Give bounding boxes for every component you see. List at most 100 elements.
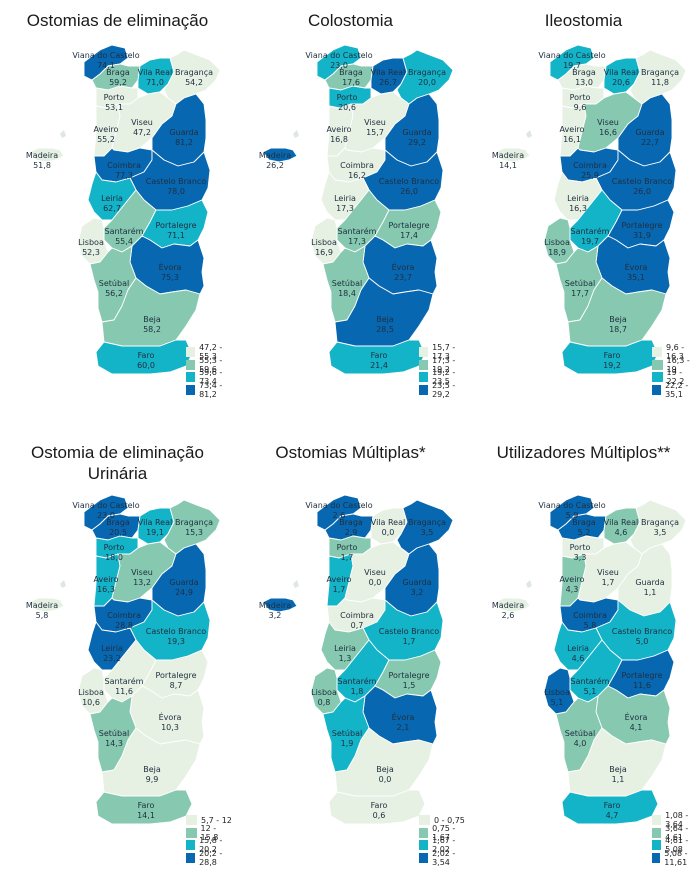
district-madeira[interactable] — [29, 147, 65, 163]
district-name-label: Madeira — [492, 601, 524, 610]
district-name-label: Viseu — [131, 118, 153, 127]
map-panel-ostomias-eliminacao: Ostomias de eliminação Viana do Castelo 74… — [0, 0, 235, 430]
district-madeira[interactable] — [495, 597, 531, 613]
legend-range-label: 20,2 - 28,8 — [199, 848, 223, 867]
district-name-label: Faro — [371, 801, 388, 810]
district-name-label: Vila Real — [371, 518, 405, 527]
district-name-label: Leiria — [334, 194, 356, 203]
district-name-label: Viana do Castelo — [305, 51, 372, 60]
district-name-label: Bragança — [641, 518, 679, 527]
district-value-label: 2,1 — [397, 723, 410, 732]
district-value-label: 17,6 — [342, 78, 360, 87]
district-name-label: Évora — [392, 261, 415, 272]
legend-swatch — [186, 372, 196, 383]
map-title: Ostomia de eliminação Urinária — [0, 442, 235, 484]
district-name-label: Castelo Branco — [612, 627, 673, 636]
district-name-label: Braga — [339, 68, 363, 77]
legend-range-label: 59,6 - 73,4 — [199, 368, 223, 387]
legend-range-label: 9,6 - 16,3 — [666, 343, 685, 362]
legend-range-label: 3,64 - 4,61 — [665, 823, 689, 842]
district-value-label: 1,3 — [339, 654, 352, 663]
district-name-label: Castelo Branco — [612, 177, 673, 186]
district-name-label: Castelo Branco — [146, 177, 207, 186]
district-name-label: Bragança — [408, 68, 446, 77]
district-name-label: Madeira — [259, 601, 291, 610]
district-value-label: 19,1 — [146, 528, 164, 537]
islet-shape — [526, 130, 532, 138]
legend-swatch — [419, 359, 429, 370]
district-name-label: Guarda — [402, 128, 431, 137]
legend-row: 3,64 - 4,61 — [652, 823, 700, 842]
district-value-label: 3,2 — [411, 588, 424, 597]
district-name-label: Aveiro — [327, 125, 352, 134]
district-name-label: Portalegre — [621, 671, 662, 680]
district-madeira[interactable] — [262, 597, 298, 613]
district-value-label: 1,8 — [351, 687, 364, 696]
legend-range-label: 17,3 - 19,2 — [432, 355, 456, 374]
district-value-label: 20,6 — [338, 103, 356, 112]
legend-row: 9,6 - 16,3 — [652, 343, 700, 362]
district-value-label: 16,1 — [563, 135, 581, 144]
district-beja[interactable] — [101, 277, 201, 347]
legend-row: 23,5 - 29,2 — [419, 380, 468, 399]
district-name-label: Coimbra — [107, 611, 141, 620]
legend-range-label: 47,2 - 55,3 — [199, 343, 223, 362]
district-value-label: 31,9 — [633, 231, 651, 240]
district-braganca[interactable] — [396, 499, 454, 555]
map-title-line: Ostomias de eliminação — [26, 11, 209, 30]
district-beja[interactable] — [334, 727, 434, 797]
district-value-label: 20,0 — [418, 78, 436, 87]
legend-swatch — [419, 827, 429, 838]
district-madeira[interactable] — [495, 147, 531, 163]
district-value-label: 1,5 — [403, 681, 416, 690]
district-name-label: Vila Real — [604, 518, 638, 527]
district-name-label: Porto — [337, 543, 358, 552]
district-braganca[interactable] — [163, 499, 221, 555]
district-value-label: 58,2 — [143, 325, 161, 334]
district-madeira[interactable] — [262, 147, 298, 163]
district-name-label: Évora — [159, 711, 182, 722]
legend-swatch — [419, 852, 429, 863]
district-name-label: Viana do Castelo — [538, 501, 605, 510]
district-beja[interactable] — [334, 277, 434, 347]
district-braganca[interactable] — [629, 499, 687, 555]
legend-row: 0 - 0,75 — [419, 814, 468, 827]
map-title: Ileostomia — [466, 10, 700, 31]
legend-swatch — [186, 852, 196, 863]
district-name-label: Vila Real — [138, 68, 172, 77]
legend-range-label: 55,3 - 59,6 — [199, 355, 223, 374]
district-name-label: Aveiro — [560, 125, 585, 134]
district-braganca[interactable] — [629, 49, 687, 105]
district-beja[interactable] — [101, 727, 201, 797]
district-braganca[interactable] — [163, 49, 221, 105]
legend-range-label: 0,75 - 1,67 — [432, 823, 456, 842]
legend-row: 5,7 - 12 — [186, 814, 235, 827]
district-value-label: 55,4 — [115, 237, 133, 246]
district-beja[interactable] — [567, 727, 667, 797]
legend-range-label: 2,02 - 3,54 — [432, 848, 456, 867]
district-value-label: 4,3 — [566, 585, 579, 594]
district-value-label: 22,7 — [641, 138, 659, 147]
legend-swatch — [652, 372, 663, 383]
district-name-label: Setúbal — [565, 729, 595, 738]
district-value-label: 78,0 — [167, 187, 185, 196]
district-value-label: 9,6 — [574, 103, 587, 112]
district-value-label: 1,1 — [612, 775, 625, 784]
map-title-line: Ostomias Múltiplas* — [275, 443, 426, 462]
district-value-label: 15,3 — [185, 528, 203, 537]
district-madeira[interactable] — [29, 597, 65, 613]
legend-row: 22,2 - 35,1 — [652, 381, 700, 399]
map-legend: 15,7 - 17,3 17,3 - 19,2 19,2 - 23,5 23,5 - … — [419, 343, 468, 399]
district-braganca[interactable] — [396, 49, 454, 105]
district-value-label: 9,9 — [146, 775, 159, 784]
district-name-label: Braga — [339, 518, 363, 527]
district-value-label: 0,8 — [318, 698, 331, 707]
district-name-label: Porto — [337, 93, 358, 102]
legend-range-label: 23,5 - 29,2 — [432, 380, 456, 399]
district-name-label: Guarda — [635, 578, 664, 587]
district-beja[interactable] — [567, 277, 667, 347]
district-name-label: Viseu — [597, 118, 619, 127]
district-name-label: Castelo Branco — [379, 627, 440, 636]
